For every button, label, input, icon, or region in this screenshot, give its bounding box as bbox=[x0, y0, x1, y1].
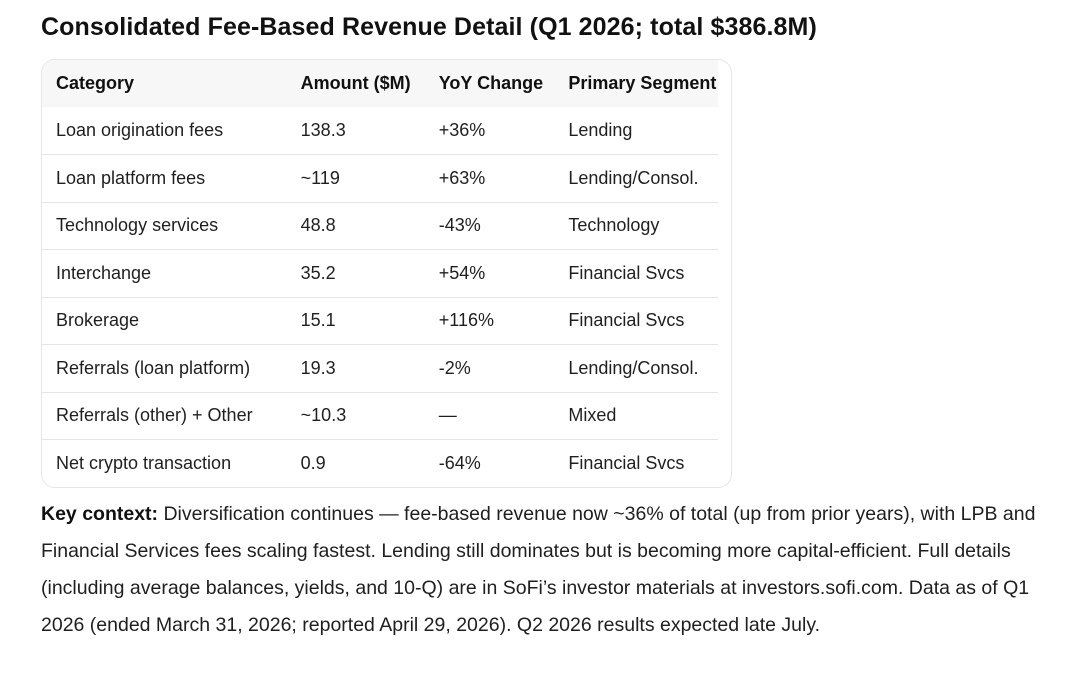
cell-yoy-change: +63% bbox=[438, 154, 569, 203]
header-category: Category bbox=[56, 73, 135, 93]
cell-primary-segment: Financial Svcs bbox=[568, 249, 718, 298]
cell-yoy-change: -64% bbox=[438, 453, 481, 473]
cell-primary-segment: Lending/Consol. bbox=[568, 154, 718, 203]
cell-primary-segment: Lending/Consol. bbox=[568, 344, 718, 393]
table-body: Loan origination fees 138.3 +36% Lending… bbox=[42, 107, 718, 487]
key-context-paragraph: Key context: Diversification continues —… bbox=[41, 496, 1061, 644]
cell-yoy-change: +116% bbox=[438, 297, 569, 345]
cell-yoy-change: +36% bbox=[438, 107, 569, 155]
table-row: Technology services 48.8 -43% Technology bbox=[42, 202, 718, 250]
cell-category: Brokerage bbox=[42, 297, 301, 345]
cell-category: Referrals (other) + Other bbox=[42, 392, 301, 440]
cell-amount: 19.3 bbox=[300, 344, 439, 393]
cell-yoy-change: +54% bbox=[438, 249, 569, 298]
cell-category: Loan platform fees bbox=[42, 154, 301, 203]
cell-primary-segment: Financial Svcs bbox=[568, 453, 685, 473]
cell-category: Technology services bbox=[42, 202, 301, 250]
header-primary-segment: Primary Segment bbox=[568, 73, 717, 93]
cell-amount: 48.8 bbox=[300, 202, 439, 250]
cell-category: Interchange bbox=[42, 249, 301, 298]
cell-category: Net crypto transaction bbox=[56, 453, 232, 473]
fee-revenue-table: Category Amount ($M) YoY Change Primary … bbox=[42, 60, 718, 487]
key-context-text: Diversification continues — fee-based re… bbox=[41, 503, 1036, 636]
table-row: Net crypto transaction 0.9 -64% Financia… bbox=[42, 440, 718, 488]
cell-amount: 35.2 bbox=[300, 249, 439, 298]
header-row: Category Amount ($M) YoY Change Primary … bbox=[42, 60, 718, 107]
table-header: Category Amount ($M) YoY Change Primary … bbox=[42, 60, 718, 107]
page-title: Consolidated Fee-Based Revenue Detail (Q… bbox=[41, 13, 817, 41]
cell-amount: 0.9 bbox=[300, 453, 326, 473]
cell-yoy-change: -2% bbox=[438, 344, 569, 393]
table-row: Referrals (other) + Other ~10.3 — Mixed bbox=[42, 392, 718, 440]
cell-amount: ~119 bbox=[300, 154, 439, 203]
header-amount: Amount ($M) bbox=[300, 73, 411, 93]
cell-primary-segment: Technology bbox=[568, 202, 718, 250]
cell-amount: 15.1 bbox=[300, 297, 439, 345]
table-row: Interchange 35.2 +54% Financial Svcs bbox=[42, 249, 718, 298]
cell-amount: ~10.3 bbox=[300, 392, 439, 440]
table-row: Brokerage 15.1 +116% Financial Svcs bbox=[42, 297, 718, 345]
cell-primary-segment: Lending bbox=[568, 107, 718, 155]
fee-revenue-table-card: Category Amount ($M) YoY Change Primary … bbox=[41, 59, 732, 488]
header-yoy-change: YoY Change bbox=[438, 73, 544, 93]
cell-yoy-change: -43% bbox=[438, 202, 569, 250]
table-row: Loan origination fees 138.3 +36% Lending bbox=[42, 107, 718, 155]
cell-category: Referrals (loan platform) bbox=[42, 344, 301, 393]
cell-primary-segment: Financial Svcs bbox=[568, 297, 718, 345]
key-context-label: Key context: bbox=[41, 503, 159, 525]
cell-yoy-change: — bbox=[438, 392, 569, 440]
table-row: Referrals (loan platform) 19.3 -2% Lendi… bbox=[42, 344, 718, 393]
table-row: Loan platform fees ~119 +63% Lending/Con… bbox=[42, 154, 718, 203]
cell-primary-segment: Mixed bbox=[568, 392, 718, 440]
cell-category: Loan origination fees bbox=[42, 107, 301, 155]
cell-amount: 138.3 bbox=[300, 107, 439, 155]
